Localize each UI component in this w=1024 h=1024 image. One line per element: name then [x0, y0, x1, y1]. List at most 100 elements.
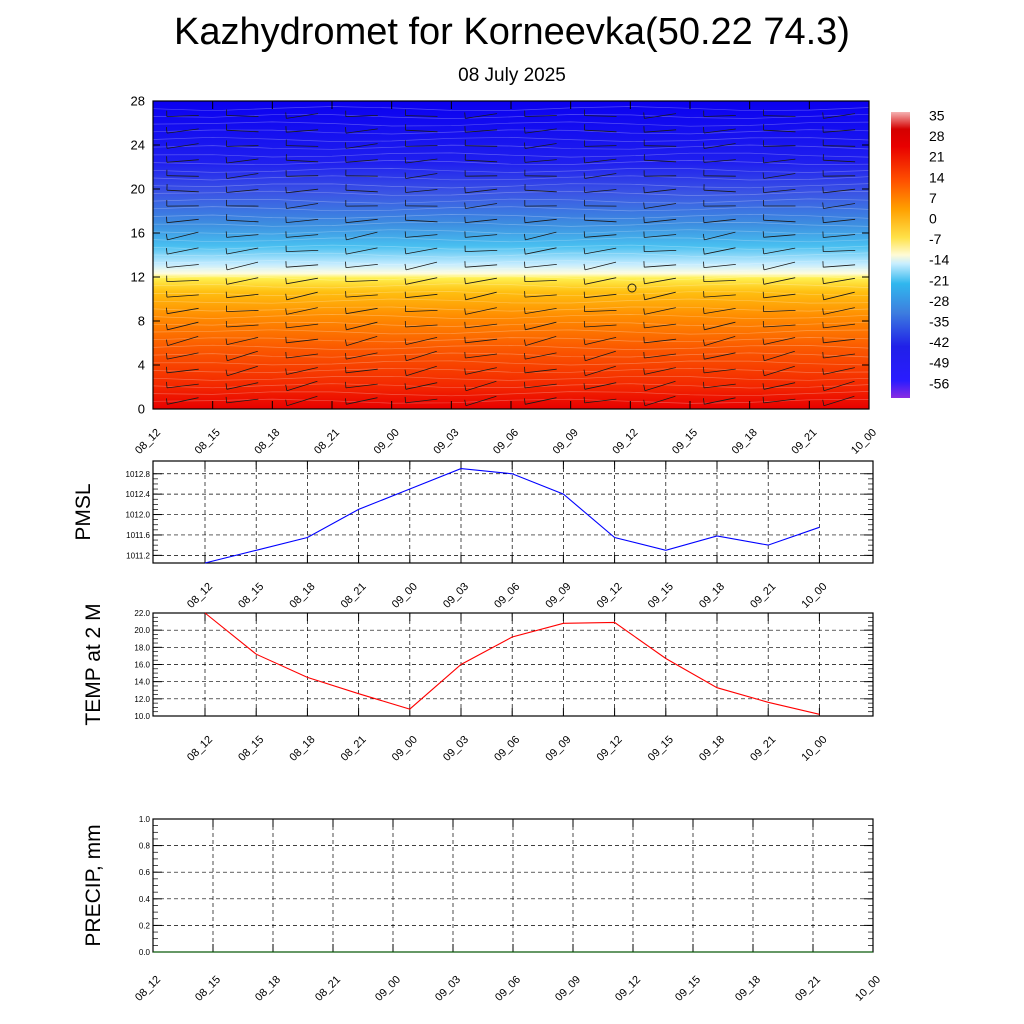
wind-barb: [823, 307, 855, 315]
wind-barb: [286, 129, 319, 133]
wind-barb: [405, 173, 438, 179]
y-axis-label: TEMP at 2 M: [82, 603, 105, 725]
wind-barb: [763, 310, 796, 312]
pmsl-line: [204, 468, 820, 564]
colorbar-label: -49: [929, 355, 949, 371]
wind-barb: [644, 277, 676, 285]
precip-panel: 0.0 0.2 0.4 0.6 0.8 1.0 08_12 08_15 08_18 08_21 09…: [82, 815, 883, 1004]
wind-barb-flag: [285, 351, 287, 359]
wind-barb: [763, 398, 796, 404]
wind-barb-flag: [285, 112, 287, 119]
wind-barb: [823, 277, 855, 285]
wind-barb-flag: [524, 398, 526, 405]
isotherm-line: [152, 291, 870, 297]
wind-barb-flag: [166, 339, 168, 346]
wind-barb-flag: [583, 156, 585, 163]
wind-barb: [584, 337, 617, 345]
wind-barb: [703, 218, 736, 224]
wind-barb: [405, 234, 438, 238]
x-tick-label: 09_12: [613, 974, 643, 1004]
isotherm-line: [152, 198, 870, 204]
wind-barb: [584, 158, 617, 164]
wind-barb: [166, 280, 199, 282]
wind-barb-flag: [166, 398, 168, 405]
wind-barb: [405, 261, 438, 271]
wind-barb: [644, 203, 677, 209]
y-tick-label: 0: [138, 402, 145, 417]
x-tick-label: 09_12: [610, 427, 640, 457]
wind-barb: [763, 261, 796, 271]
wind-barb-flag: [464, 202, 466, 209]
wind-barb: [763, 382, 796, 390]
x-tick-label: 09_06: [492, 581, 522, 611]
wind-barb: [584, 219, 617, 223]
wind-barb-flag: [523, 323, 526, 330]
wind-barb-flag: [822, 336, 824, 343]
wind-barb: [823, 203, 856, 209]
wind-barb: [644, 323, 677, 329]
wind-barb: [226, 158, 259, 164]
x-tick-label: 09_03: [433, 974, 463, 1004]
wind-barb: [346, 231, 378, 241]
wind-barb: [405, 158, 438, 164]
isotherm-line: [152, 229, 870, 235]
wind-barb: [405, 189, 438, 193]
wind-barb: [763, 219, 796, 223]
y-tick-label: 0.4: [139, 895, 151, 904]
wind-barb-flag: [345, 398, 347, 405]
wind-barb-flag: [822, 399, 825, 406]
colorbar-label: -7: [929, 231, 942, 247]
wind-barb: [465, 145, 498, 147]
wind-barb-flag: [703, 248, 705, 255]
wind-barb: [286, 307, 318, 315]
wind-barb-flag: [822, 368, 824, 375]
wind-barb: [703, 383, 736, 389]
colorbar-label: -21: [929, 272, 949, 288]
wind-barb-flag: [822, 202, 824, 209]
x-tick-label: 08_12: [133, 427, 163, 457]
x-tick-label: 08_21: [339, 581, 369, 611]
isotherm-line: [152, 183, 870, 189]
wind-barb-flag: [404, 156, 406, 164]
wind-barb: [286, 277, 318, 285]
wind-barb-flag: [464, 399, 467, 406]
wind-barb-flag: [225, 383, 228, 390]
isotherm-line: [152, 306, 870, 312]
wind-barb: [465, 203, 498, 209]
wind-barb: [644, 307, 676, 315]
wind-barb: [644, 145, 677, 147]
wind-barb: [823, 395, 855, 407]
wind-barb: [286, 338, 319, 344]
x-tick-label: 08_18: [287, 734, 317, 764]
wind-barb: [704, 321, 736, 331]
wind-barb: [346, 352, 378, 360]
wind-barb: [226, 234, 259, 238]
wind-barb: [585, 365, 616, 377]
wind-barb: [823, 159, 856, 163]
x-tick-label: 10_00: [799, 581, 829, 611]
colorbar-label: 7: [929, 190, 937, 206]
wind-barb-flag: [643, 368, 645, 375]
wind-barb-flag: [822, 351, 824, 359]
wind-barb: [226, 145, 259, 147]
wind-barb: [584, 293, 617, 299]
y-tick-label: 16.0: [134, 661, 150, 670]
wind-barb-flag: [166, 248, 168, 255]
wind-barb: [644, 395, 676, 407]
wind-barb-flag: [285, 277, 287, 284]
cross-section-panel: 0 4 8 12 16 20 24 28 08_12 08_15 08_18 08_21 09_00 09…: [131, 94, 950, 457]
wind-barb-flag: [643, 293, 645, 300]
isotherm-line: [152, 206, 870, 212]
isotherm-line: [152, 121, 870, 127]
wind-barb: [823, 338, 856, 344]
y-tick-label: 0.2: [139, 921, 151, 930]
wind-barb: [406, 365, 437, 377]
wind-barb-flag: [583, 263, 586, 270]
isotherm-line: [152, 160, 870, 166]
x-tick-label: 10_00: [799, 734, 829, 764]
wind-barb: [405, 129, 438, 133]
wind-barb: [346, 336, 378, 346]
isotherm-line: [152, 136, 870, 142]
y-tick-label: 0.0: [139, 948, 151, 957]
